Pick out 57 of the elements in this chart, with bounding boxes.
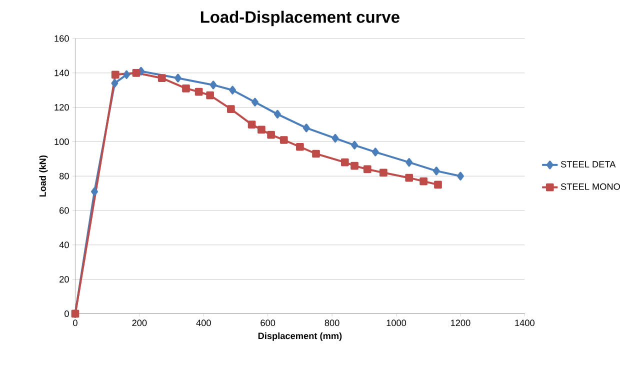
- x-tick-label: 600: [260, 320, 276, 326]
- point: [332, 134, 339, 143]
- point: [280, 136, 288, 144]
- point: [302, 124, 310, 132]
- y-tick-label: 100: [54, 138, 69, 145]
- point: [248, 120, 256, 128]
- point: [363, 165, 372, 174]
- point: [174, 74, 182, 82]
- point: [111, 78, 118, 88]
- point: [111, 70, 120, 79]
- point: [252, 98, 258, 106]
- point: [420, 177, 428, 186]
- x-tick-label: 200: [132, 320, 147, 326]
- x-tick-label: 1000: [386, 320, 406, 326]
- point: [182, 84, 190, 92]
- y-tick-label: 140: [54, 70, 69, 76]
- chart-title: Load-Displacement curve: [200, 10, 400, 26]
- y-tick-label: 80: [59, 172, 69, 180]
- point: [226, 105, 235, 113]
- point: [432, 166, 440, 176]
- x-tick-label: 1400: [515, 320, 534, 326]
- y-tick-label: 40: [59, 242, 69, 248]
- point: [372, 148, 379, 156]
- point: [123, 70, 130, 79]
- point: [194, 88, 203, 96]
- point: [406, 158, 413, 167]
- point: [379, 168, 388, 177]
- point: [351, 140, 358, 150]
- x-tick-label: 400: [196, 320, 211, 326]
- x-tick-label: 1200: [451, 320, 470, 326]
- y-tick-label: 20: [60, 276, 69, 282]
- point: [434, 180, 442, 189]
- y-axis-title: Load (kN): [39, 155, 48, 197]
- point: [267, 130, 275, 139]
- x-axis-title: Displacement (mm): [258, 332, 342, 341]
- point: [257, 126, 266, 134]
- point: [296, 142, 304, 151]
- point: [229, 86, 236, 94]
- point: [340, 158, 349, 166]
- point: [274, 110, 281, 118]
- y-tick-label: 60: [60, 207, 69, 214]
- point: [158, 74, 166, 82]
- point: [210, 80, 217, 90]
- point: [132, 68, 140, 77]
- y-tick-label: 120: [54, 104, 69, 111]
- point: [312, 150, 320, 158]
- x-tick-label: 800: [324, 320, 340, 326]
- point: [456, 172, 464, 180]
- point: [91, 187, 98, 196]
- y-tick-label: 160: [54, 35, 69, 42]
- legend-label: STEEL MONO: [560, 183, 620, 190]
- y-tick-label: 0: [64, 310, 69, 317]
- point: [405, 174, 414, 182]
- x-tick-label: 0: [73, 320, 78, 326]
- point: [206, 91, 214, 100]
- point: [350, 162, 358, 170]
- legend-label: STEEL DETA: [560, 161, 616, 168]
